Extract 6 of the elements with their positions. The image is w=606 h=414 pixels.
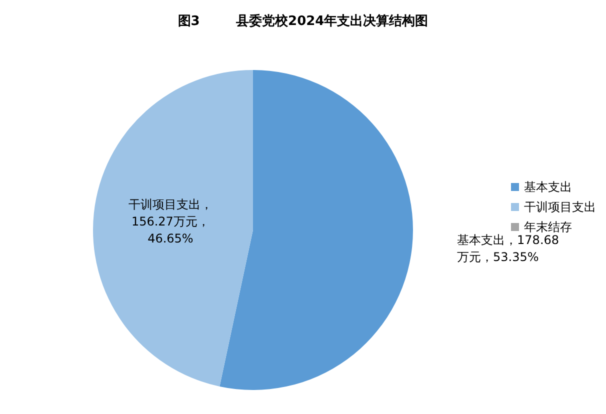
legend-label: 基本支出 — [524, 180, 572, 194]
data-label: 干训项目支出， 156.27万元， 46.65% — [128, 197, 212, 246]
legend-label: 年末结存 — [524, 220, 572, 234]
legend-label: 干训项目支出 — [524, 200, 596, 214]
chart-title: 图3 县委党校2024年支出决算结构图 — [178, 13, 428, 29]
data-label: 基本支出，178.68 万元，53.35% — [457, 232, 560, 264]
